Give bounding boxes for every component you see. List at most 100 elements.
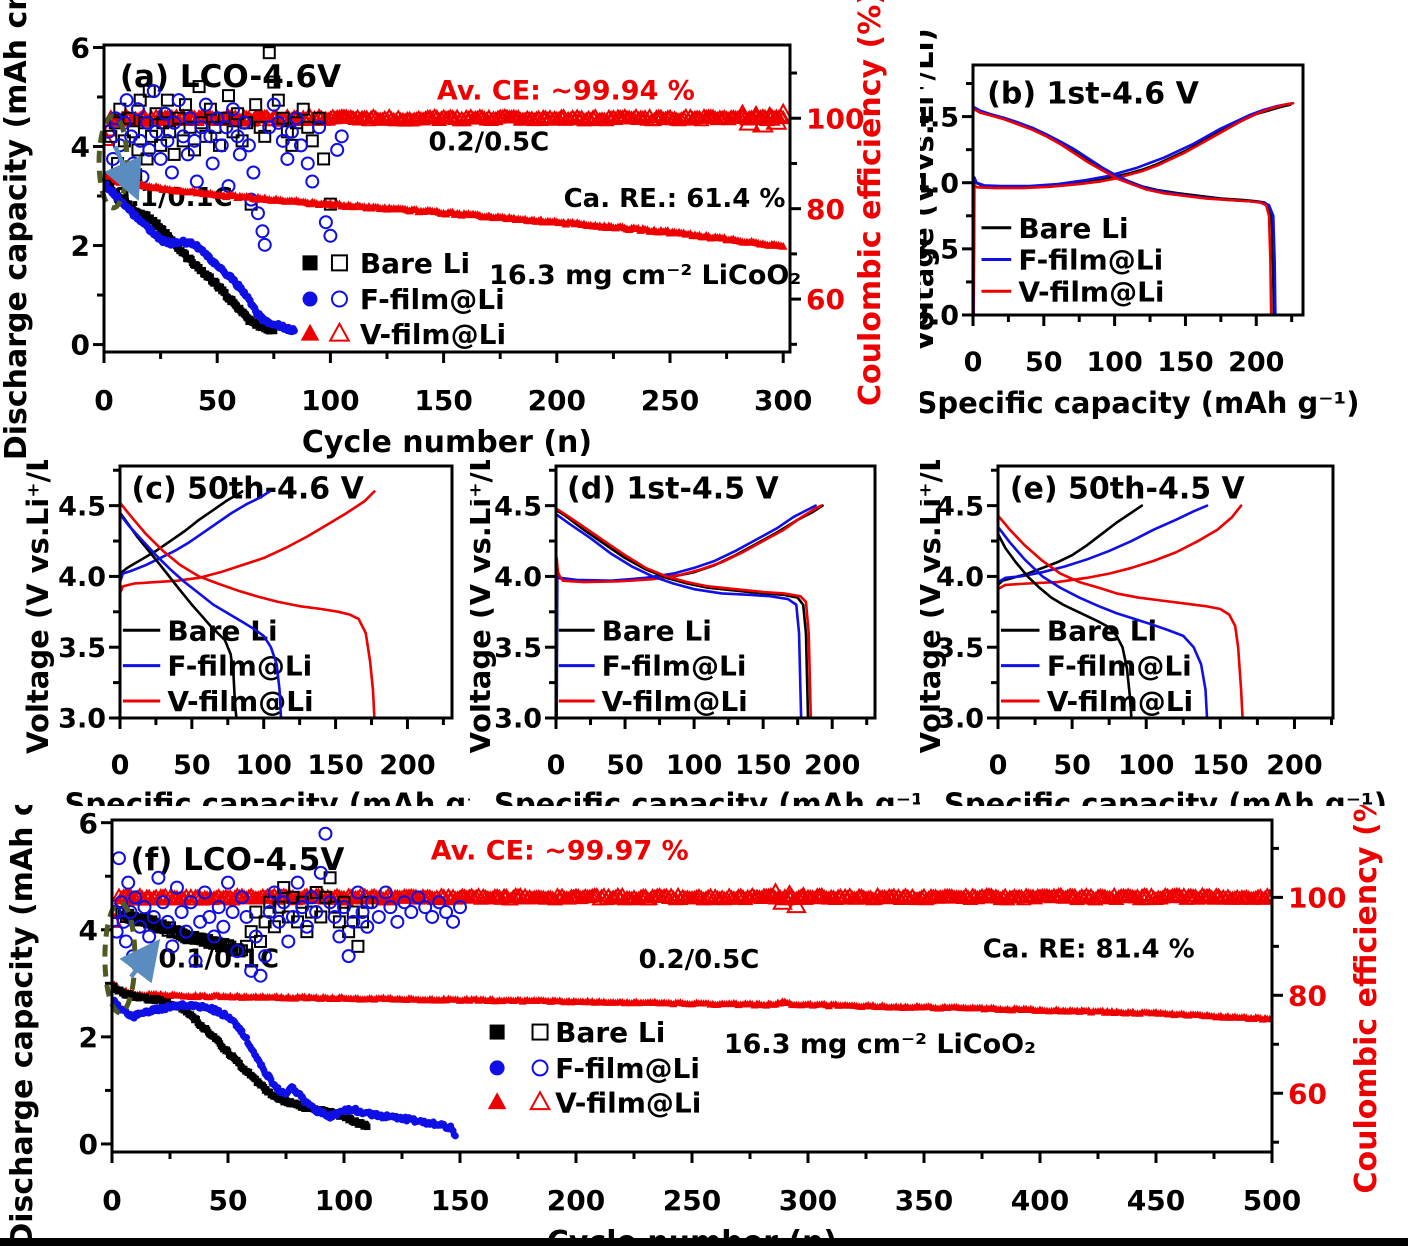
y-tick-label: 4.5: [920, 102, 959, 133]
x-tick-label: 150: [1157, 347, 1213, 378]
x-tick-label: 100: [666, 750, 722, 781]
y-tick-label: 3.5: [58, 633, 106, 664]
y-tick-label: 3.0: [494, 704, 542, 735]
x-tick-label: 500: [1243, 1184, 1301, 1217]
series-v-discharge: [998, 514, 1244, 718]
x-tick-label: 50: [209, 1184, 248, 1217]
y-right-tick-label: 60: [1288, 1077, 1327, 1110]
x-axis-title: Cycle number (n): [302, 425, 592, 460]
legend-label: F-film@Li: [602, 650, 747, 683]
panel-a-title: (a) LCO-4.6V: [120, 59, 341, 95]
series-ce-f: [104, 84, 349, 252]
series-v-discharge: [973, 107, 1273, 315]
y-tick-label: 2: [79, 1021, 98, 1054]
y-right-axis-title: Coulombic efficiency (%): [853, 0, 888, 406]
y-axis-title: Discharge capacity (mAh cm⁻²): [5, 805, 40, 1246]
x-tick-label: 0: [94, 384, 113, 417]
series-f-discharge: [998, 525, 1209, 718]
y-axis-title: Discharge capacity (mAh cm⁻²): [0, 0, 34, 460]
legend-label: V-film@Li: [602, 685, 748, 718]
x-tick-label: 50: [606, 750, 644, 781]
x-tick-label: 250: [641, 384, 699, 417]
x-tick-label: 100: [1118, 750, 1174, 781]
x-tick-label: 100: [236, 750, 292, 781]
y-tick-label: 3.5: [920, 235, 959, 266]
legend-label: Bare Li: [555, 1016, 665, 1049]
legend-label: F-film@Li: [1018, 244, 1163, 277]
panel-b-title: (b) 1st-4.6 V: [987, 76, 1199, 111]
bottom-bar: [0, 1238, 1408, 1246]
x-tick-label: 200: [1266, 750, 1322, 781]
series-bare-discharge: [556, 508, 810, 718]
x-tick-label: 100: [301, 384, 359, 417]
x-axis-title: Specific capacity (mAh g⁻¹): [944, 787, 1387, 806]
x-tick-label: 50: [173, 750, 211, 781]
y-tick-label: 3.5: [494, 633, 542, 664]
x-tick-label: 200: [528, 384, 586, 417]
x-tick-label: 100: [1086, 347, 1142, 378]
x-tick-label: 450: [1127, 1184, 1185, 1217]
panel-d-title: (d) 1st-4.5 V: [567, 472, 779, 507]
y-tick-label: 4.5: [936, 491, 984, 522]
legend-label: F-film@Li: [555, 1052, 700, 1085]
annotation: 0.2/0.5C: [639, 945, 760, 975]
y-tick-label: 4: [79, 914, 98, 947]
y-tick-label: 4.5: [58, 491, 106, 522]
y-tick-label: 4.0: [494, 562, 542, 593]
series-cap-bare: [112, 982, 371, 1131]
y-tick-label: 3.0: [58, 704, 106, 735]
y-tick-label: 3.0: [920, 301, 959, 332]
annotation: Ca. RE: 81.4 %: [983, 935, 1195, 965]
x-tick-label: 0: [102, 1184, 121, 1217]
x-tick-label: 0: [111, 750, 130, 781]
legend-label: Bare Li: [360, 247, 470, 280]
panel-e-title: (e) 50th-4.5 V: [1010, 472, 1246, 507]
panel-f-title: (f) LCO-4.5V: [131, 842, 345, 878]
annotation: Av. CE: ~99.94 %: [437, 75, 695, 106]
annotation-arrow-icon: [104, 145, 142, 201]
y-tick-label: 4: [71, 131, 90, 164]
x-tick-label: 50: [1053, 750, 1091, 781]
series-v-charge: [120, 490, 376, 595]
legend-label: V-film@Li: [555, 1086, 701, 1119]
legend-label: F-film@Li: [167, 650, 312, 683]
legend-label: V-film@Li: [1047, 685, 1193, 718]
legend-label: V-film@Li: [1018, 275, 1164, 308]
series-ce-v-end: [731, 102, 790, 133]
y-axis-title: Voltage (V vs.Li⁺/Li): [920, 28, 940, 352]
x-tick-label: 200: [379, 750, 435, 781]
y-tick-label: 2: [71, 230, 90, 263]
y-tick-label: 4.0: [58, 562, 106, 593]
series-f-charge: [120, 490, 271, 584]
y-tick-label: 3.0: [936, 704, 984, 735]
x-tick-label: 200: [804, 750, 860, 781]
panel-f-chart: 0 50 100 150 200 250 300 350 400 450 500 0 2 4 6 60 80 10…: [5, 805, 1384, 1246]
legend-label: Bare Li: [1047, 614, 1157, 647]
panel-a-chart: 0 50 100 150 200 250 300 0 2 4 6 60 80 100 Discharge c…: [0, 0, 888, 460]
x-tick-label: 0: [547, 750, 566, 781]
x-axis-title: Specific capacity (mAh g⁻¹): [494, 787, 920, 806]
legend-label: Bare Li: [167, 614, 277, 647]
x-tick-label: 300: [779, 1184, 837, 1217]
series-f-charge: [973, 102, 1293, 315]
legend-label: V-film@Li: [167, 685, 313, 718]
series-bare-discharge: [998, 532, 1133, 718]
series-f-discharge: [120, 512, 283, 718]
series-v-charge: [556, 504, 823, 718]
legend-label: Bare Li: [602, 614, 712, 647]
legend-label: Bare Li: [1018, 212, 1128, 245]
y-right-tick-label: 80: [1288, 979, 1327, 1012]
series-f-charge: [998, 504, 1209, 584]
y-right-tick-label: 60: [806, 283, 845, 316]
x-tick-label: 50: [1025, 347, 1063, 378]
y-tick-label: 6: [79, 807, 98, 840]
series-f-charge: [556, 504, 817, 718]
x-tick-label: 150: [307, 750, 363, 781]
x-tick-label: 0: [964, 347, 983, 378]
series-v-discharge: [120, 501, 376, 718]
y-tick-label: 0: [71, 329, 90, 362]
y-tick-label: 3.5: [936, 633, 984, 664]
